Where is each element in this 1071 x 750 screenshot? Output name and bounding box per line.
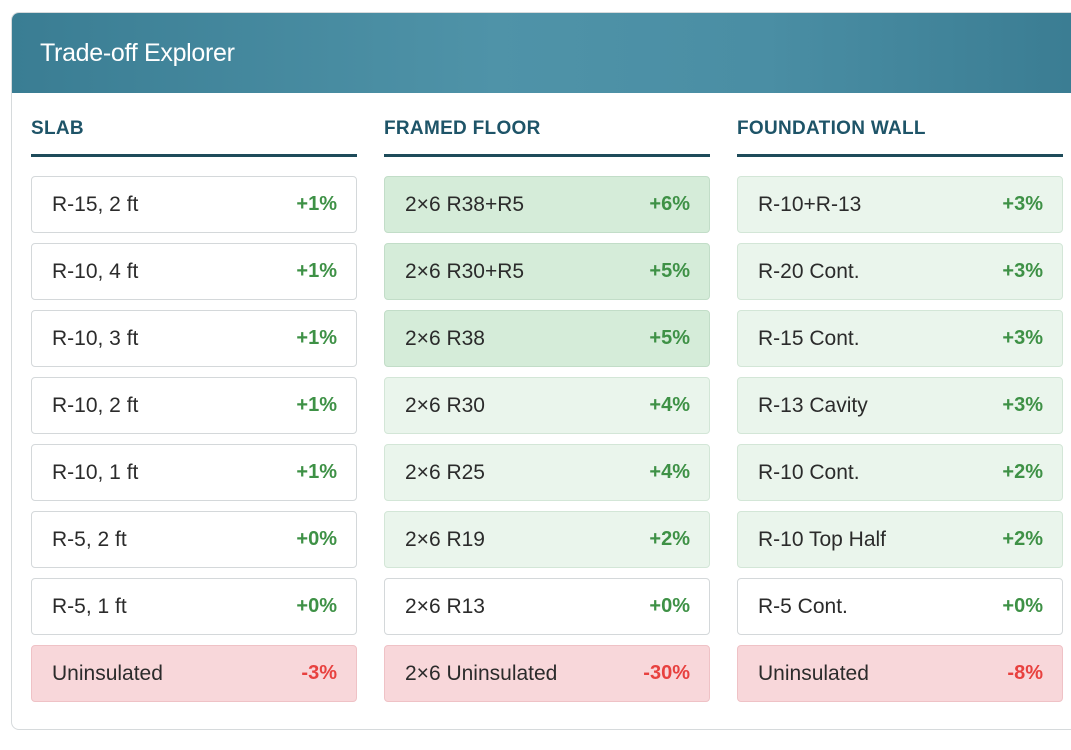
option-label: 2×6 R30+R5	[405, 259, 525, 283]
option-button[interactable]: R-5, 1 ft +0%	[31, 578, 357, 635]
option-value: -8%	[1007, 662, 1043, 684]
option-label: R-15 Cont.	[758, 326, 860, 350]
panel-title: Trade-off Explorer	[40, 38, 235, 67]
option-label: 2×6 R19	[405, 527, 485, 551]
option-value: +5%	[649, 327, 690, 349]
trade-off-explorer-panel: Trade-off Explorer SLAB R-15, 2 ft +1% R-1…	[11, 12, 1071, 730]
options-list-framed-floor: 2×6 R38+R5 +6% 2×6 R30+R5 +5% 2×6 R38 +5% 2×6 …	[384, 176, 710, 702]
option-label: R-20 Cont.	[758, 259, 860, 283]
option-value: -3%	[301, 662, 337, 684]
option-label: R-5 Cont.	[758, 594, 848, 618]
option-button[interactable]: R-20 Cont. +3%	[737, 243, 1063, 300]
option-label: R-5, 1 ft	[52, 594, 127, 618]
option-label: R-10, 2 ft	[52, 393, 139, 417]
option-label: 2×6 R38+R5	[405, 192, 525, 216]
option-value: -30%	[643, 662, 690, 684]
option-value: +0%	[296, 528, 337, 550]
option-label: R-10 Cont.	[758, 460, 860, 484]
option-label: R-10+R-13	[758, 192, 862, 216]
option-value: +1%	[296, 260, 337, 282]
option-button[interactable]: R-10, 1 ft +1%	[31, 444, 357, 501]
column-header-framed-floor: FRAMED FLOOR	[384, 93, 710, 157]
option-value: +6%	[649, 193, 690, 215]
option-label: 2×6 R13	[405, 594, 485, 618]
option-label: 2×6 Uninsulated	[405, 661, 558, 685]
option-label: R-10 Top Half	[758, 527, 887, 551]
option-button[interactable]: R-10 Top Half +2%	[737, 511, 1063, 568]
option-button[interactable]: 2×6 R25 +4%	[384, 444, 710, 501]
option-value: +2%	[1002, 528, 1043, 550]
option-button[interactable]: 2×6 R30+R5 +5%	[384, 243, 710, 300]
option-button[interactable]: Uninsulated -3%	[31, 645, 357, 702]
column-framed-floor: FRAMED FLOOR 2×6 R38+R5 +6% 2×6 R30+R5 +5% 2…	[384, 93, 710, 712]
option-button[interactable]: 2×6 R30 +4%	[384, 377, 710, 434]
option-value: +0%	[296, 595, 337, 617]
option-label: R-10, 1 ft	[52, 460, 139, 484]
option-button[interactable]: 2×6 R38 +5%	[384, 310, 710, 367]
option-button[interactable]: 2×6 R13 +0%	[384, 578, 710, 635]
options-list-slab: R-15, 2 ft +1% R-10, 4 ft +1% R-10, 3 ft +1% R…	[31, 176, 357, 702]
option-button[interactable]: R-15 Cont. +3%	[737, 310, 1063, 367]
option-button[interactable]: R-10, 3 ft +1%	[31, 310, 357, 367]
option-value: +3%	[1002, 260, 1043, 282]
option-value: +2%	[1002, 461, 1043, 483]
column-foundation-wall: FOUNDATION WALL R-10+R-13 +3% R-20 Cont. +3…	[737, 93, 1063, 712]
option-value: +1%	[296, 461, 337, 483]
option-value: +1%	[296, 327, 337, 349]
option-button[interactable]: Uninsulated -8%	[737, 645, 1063, 702]
option-value: +3%	[1002, 327, 1043, 349]
option-button[interactable]: R-10, 4 ft +1%	[31, 243, 357, 300]
option-label: R-13 Cavity	[758, 393, 868, 417]
column-slab: SLAB R-15, 2 ft +1% R-10, 4 ft +1% R-10, 3 f…	[31, 93, 357, 712]
option-value: +3%	[1002, 193, 1043, 215]
option-value: +2%	[649, 528, 690, 550]
option-button[interactable]: R-10, 2 ft +1%	[31, 377, 357, 434]
panel-header: Trade-off Explorer	[12, 13, 1071, 93]
option-value: +1%	[296, 193, 337, 215]
option-button[interactable]: R-5, 2 ft +0%	[31, 511, 357, 568]
option-label: Uninsulated	[758, 661, 869, 685]
option-value: +1%	[296, 394, 337, 416]
column-header-slab: SLAB	[31, 93, 357, 157]
option-value: +0%	[1002, 595, 1043, 617]
option-button[interactable]: R-15, 2 ft +1%	[31, 176, 357, 233]
option-button[interactable]: R-10 Cont. +2%	[737, 444, 1063, 501]
option-value: +5%	[649, 260, 690, 282]
option-label: R-10, 4 ft	[52, 259, 139, 283]
option-value: +4%	[649, 394, 690, 416]
option-label: 2×6 R25	[405, 460, 485, 484]
option-value: +4%	[649, 461, 690, 483]
option-label: R-10, 3 ft	[52, 326, 139, 350]
option-button[interactable]: 2×6 R19 +2%	[384, 511, 710, 568]
options-list-foundation-wall: R-10+R-13 +3% R-20 Cont. +3% R-15 Cont. +3% R-…	[737, 176, 1063, 702]
column-header-foundation-wall: FOUNDATION WALL	[737, 93, 1063, 157]
option-value: +3%	[1002, 394, 1043, 416]
option-button[interactable]: R-13 Cavity +3%	[737, 377, 1063, 434]
option-button[interactable]: 2×6 Uninsulated -30%	[384, 645, 710, 702]
option-button[interactable]: R-10+R-13 +3%	[737, 176, 1063, 233]
option-label: 2×6 R38	[405, 326, 485, 350]
option-label: R-5, 2 ft	[52, 527, 127, 551]
option-label: R-15, 2 ft	[52, 192, 139, 216]
option-button[interactable]: R-5 Cont. +0%	[737, 578, 1063, 635]
option-label: Uninsulated	[52, 661, 163, 685]
option-label: 2×6 R30	[405, 393, 485, 417]
option-button[interactable]: 2×6 R38+R5 +6%	[384, 176, 710, 233]
option-value: +0%	[649, 595, 690, 617]
